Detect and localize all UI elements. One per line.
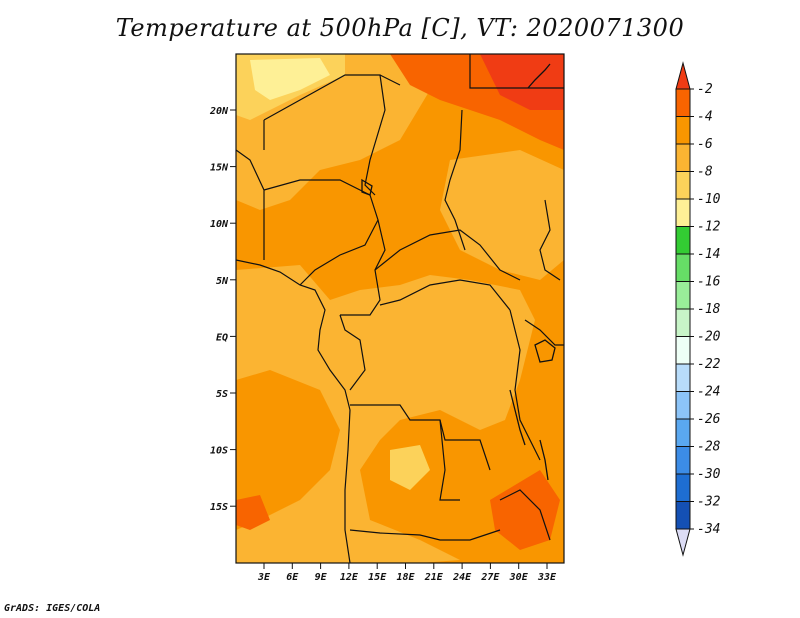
field-zone-northeast-hot2 [480, 54, 564, 110]
border-chad-sudan [444, 109, 466, 251]
field-zone-cold-spot [250, 58, 330, 100]
colorbar-swatch [675, 226, 691, 255]
lat-tick-label: 15S [210, 502, 228, 513]
colorbar-swatch [675, 308, 691, 337]
lon-tick-label: 12E [340, 572, 359, 583]
chart-title: Temperature at 500hPa [C], VT: 202007130… [115, 14, 685, 42]
lon-tick-label: 9E [315, 572, 328, 583]
temperature-field [236, 54, 564, 563]
colorbar-label: -8 [697, 165, 713, 180]
border-sahara-north [263, 74, 401, 121]
colorbar-swatch [675, 143, 691, 172]
longitude-axis: 3E 6E 9E 12E 15E 18E 21E 24E 27E 30E 33E [257, 563, 557, 583]
border-east [509, 309, 541, 461]
field-zone-southeast [490, 470, 560, 550]
border-car [374, 229, 521, 281]
colorbar-swatch [675, 418, 691, 447]
colorbar-label: -2 [697, 82, 713, 97]
lon-tick-label: 3E [257, 572, 271, 583]
coastline-west [236, 259, 351, 563]
lat-tick-label: 20N [209, 106, 229, 117]
border-niger-chad [364, 74, 386, 196]
colorbar-bottom-arrow [675, 528, 691, 557]
colorbar-label: -20 [697, 330, 721, 345]
colorbar-swatch [675, 501, 691, 530]
colorbar-label: -30 [697, 467, 721, 482]
field-zone-southwest [236, 495, 270, 530]
lake-victoria [534, 339, 556, 363]
colorbar-label: -32 [697, 495, 721, 510]
colorbar-swatch [675, 336, 691, 365]
colorbar-swatch [675, 391, 691, 420]
lat-tick-label: 10N [210, 219, 229, 230]
lat-tick-label: 10S [210, 446, 228, 457]
colorbar-swatch [675, 253, 691, 282]
colorbar-label: -26 [697, 412, 721, 427]
colorbar-label: -4 [697, 110, 713, 125]
field-zone-east [440, 150, 564, 280]
lon-tick-label: 6E [286, 572, 299, 583]
colorbar-swatch [675, 473, 691, 502]
colorbar: -2 -4 -6 -8 -10 -12 -14 -16 -18 -20 -22 -24 -26 -28 -3… [675, 61, 721, 557]
border-west-1 [236, 149, 265, 260]
colorbar-swatch [675, 171, 691, 200]
field-zone-south-cool [390, 445, 430, 490]
lat-tick-label: 5N [216, 276, 229, 287]
latitude-axis: 20N 15N 10N 5N EQ 5S 10S 15S [209, 106, 236, 513]
field-zone-south [236, 370, 340, 530]
colorbar-label: -22 [697, 357, 721, 372]
colorbar-swatch [675, 198, 691, 227]
border-angola-namibia [349, 529, 501, 541]
lon-tick-label: 15E [368, 572, 387, 583]
lakes [361, 63, 556, 481]
lake-tanganyika [509, 389, 526, 446]
border-mozambique [499, 489, 551, 541]
lon-tick-label: 24E [452, 572, 472, 583]
colorbar-swatch [675, 281, 691, 310]
colorbar-label: -12 [697, 220, 721, 235]
colorbar-top-arrow [675, 61, 691, 90]
lat-tick-label: 15N [210, 163, 229, 174]
colorbar-label: -10 [697, 192, 721, 207]
colorbar-label: -6 [697, 137, 713, 152]
border-libya [469, 54, 564, 89]
colorbar-swatch [675, 363, 691, 392]
colorbar-swatch [675, 446, 691, 475]
lon-tick-label: 33E [537, 572, 557, 583]
border-cameroon [340, 219, 386, 316]
grads-credit: GrADS: IGES/COLA [4, 603, 101, 614]
colorbar-label: -18 [697, 302, 721, 317]
lat-tick-label: EQ [216, 332, 228, 343]
red-sea-coast [527, 63, 551, 89]
border-angola-zambia [439, 419, 460, 501]
border-drc-north [379, 279, 511, 311]
lon-tick-label: 30E [509, 572, 529, 583]
lon-tick-label: 21E [424, 572, 444, 583]
colorbar-label: -24 [697, 385, 720, 400]
colorbar-swatch [675, 88, 691, 117]
colorbar-label: -16 [697, 275, 721, 290]
lon-tick-label: 18E [396, 572, 415, 583]
colorbar-swatch [675, 116, 691, 145]
map-frame [235, 53, 565, 564]
lake-chad [361, 178, 373, 196]
border-lakes [524, 319, 564, 346]
lon-tick-label: 27E [480, 572, 500, 583]
border-sudan-east [539, 199, 561, 281]
border-congo [339, 314, 366, 391]
colorbar-label: -14 [697, 247, 720, 262]
lake-malawi [539, 439, 549, 481]
lat-tick-label: 5S [216, 389, 228, 400]
colorbar-label: -28 [697, 440, 721, 455]
colorbar-label: -34 [697, 522, 720, 537]
country-borders [236, 54, 564, 563]
